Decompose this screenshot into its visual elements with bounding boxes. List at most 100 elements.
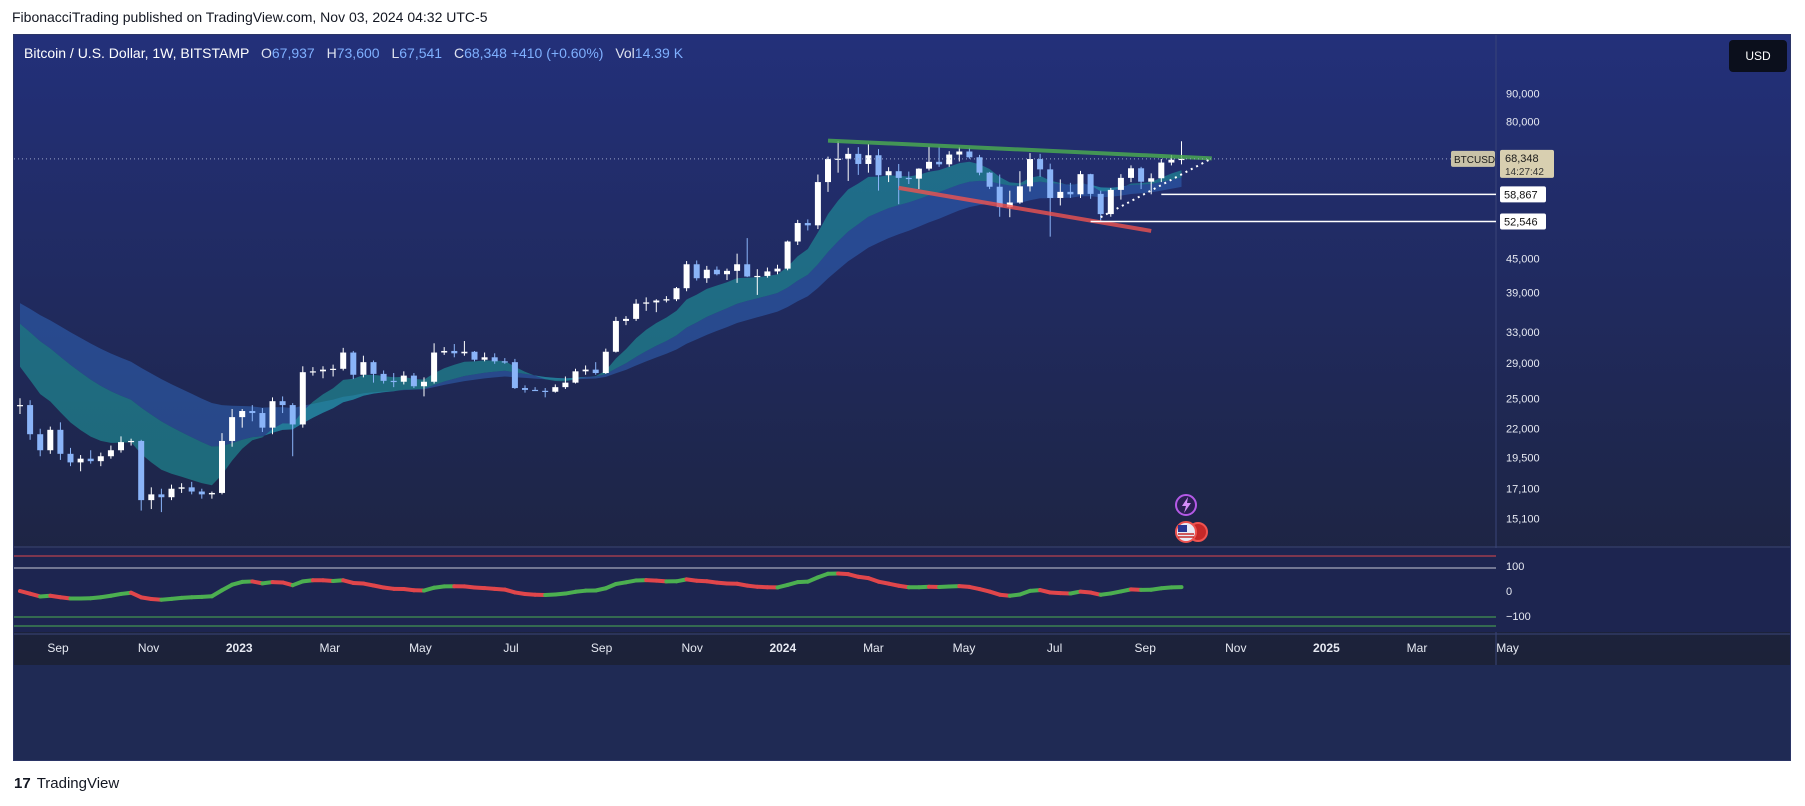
candle [794, 219, 801, 245]
oscillator-tick-label: 100 [1506, 561, 1524, 573]
candle-body [633, 303, 640, 319]
time-tick-label: May [1496, 641, 1519, 655]
price-axis[interactable]: 90,000 80,000 45,000 39,000 33,000 29,000 25,0… [1506, 88, 1540, 525]
candle-body [1057, 191, 1064, 198]
price-tags: BTCUSD 68,348 14:27:42 58,867 52,546 [1451, 149, 1554, 230]
price-tick-label: 19,500 [1506, 452, 1540, 464]
candle-body [148, 494, 155, 501]
price-tag-value: 68,348 [1505, 153, 1539, 165]
oscillator-pane[interactable]: 100 0 −100 [14, 548, 1790, 632]
candle-body [653, 300, 660, 303]
candle [956, 147, 963, 162]
candle [875, 149, 882, 191]
candle [451, 344, 458, 358]
candle-body [1087, 174, 1094, 194]
symbol-legend[interactable]: Bitcoin / U.S. Dollar, 1W, BITSTAMP O67,… [24, 45, 683, 61]
candle [168, 484, 175, 501]
candle [198, 488, 205, 499]
candle-body [713, 269, 720, 275]
lightning-icon[interactable] [1175, 494, 1197, 516]
candle-body [885, 171, 892, 176]
time-tick-label: 2023 [226, 641, 253, 655]
chart-canvas[interactable]: 90,000 80,000 45,000 39,000 33,000 29,000 25,0… [14, 35, 1790, 760]
candle [208, 491, 215, 499]
candle-body [1138, 168, 1145, 182]
candle-body [178, 487, 185, 489]
candle [47, 426, 54, 454]
price-tick-label: 39,000 [1506, 287, 1540, 299]
candle-body [1117, 177, 1124, 190]
candle [481, 352, 488, 362]
candle [532, 387, 539, 392]
candle [754, 269, 761, 295]
candle [612, 316, 619, 353]
level-tag-label: 52,546 [1504, 216, 1538, 228]
candle-body [734, 264, 741, 271]
candle-body [158, 494, 165, 498]
candle-body [602, 351, 609, 374]
time-tick-label: Mar [319, 641, 340, 655]
candle-body [67, 453, 74, 463]
volume-value: 14.39 K [634, 45, 684, 61]
candle [138, 439, 145, 511]
candle-body [168, 488, 175, 498]
candle [330, 364, 337, 377]
open-label: O [261, 45, 272, 61]
oscillator-tick-label: −100 [1506, 611, 1531, 623]
candle-body [77, 458, 84, 463]
symbol-title: Bitcoin / U.S. Dollar, 1W, BITSTAMP [24, 45, 250, 61]
candle [1117, 174, 1124, 200]
candle-body [1037, 159, 1044, 170]
candle [259, 408, 266, 433]
time-axis[interactable]: Sep Nov 2023 Mar May Jul Sep Nov 2024 Mar May Jul Se… [47, 641, 1519, 655]
price-tick-label: 80,000 [1506, 116, 1540, 128]
candle [845, 147, 852, 181]
candle-body [219, 440, 225, 493]
tradingview-logo-text[interactable]: TradingView [36, 775, 120, 792]
candle-body [107, 450, 114, 457]
price-tag-box [1500, 149, 1554, 178]
candle [340, 347, 347, 371]
candle [814, 174, 821, 230]
candle [511, 358, 518, 389]
candle-body [239, 411, 246, 418]
candle-body [269, 401, 276, 428]
candle-body [390, 380, 397, 383]
candle [1077, 170, 1084, 198]
candle-body [1178, 158, 1185, 161]
candle [784, 240, 791, 271]
candle-body [825, 159, 831, 183]
currency-button[interactable]: USD [1729, 40, 1787, 72]
time-tick-label: Jul [1047, 641, 1062, 655]
candle [582, 365, 589, 375]
candle-body [451, 350, 458, 354]
oscillator-background [14, 548, 1790, 632]
us-flag-icon[interactable] [1175, 521, 1208, 543]
candle [1148, 173, 1155, 195]
candle-body [754, 275, 761, 278]
candle-body [946, 154, 953, 165]
candle-body [905, 177, 912, 180]
candle-body [229, 417, 236, 441]
candle [552, 384, 559, 393]
candle-body [724, 270, 730, 275]
candle-body [410, 375, 417, 387]
time-tick-label: Mar [863, 641, 884, 655]
candle [885, 167, 892, 183]
close-value: 68,348 [464, 45, 507, 61]
price-tick-label: 45,000 [1506, 253, 1540, 265]
candle [461, 341, 468, 356]
candle-body [188, 487, 195, 492]
candle-body [1027, 159, 1033, 187]
trendline-drawings[interactable] [14, 138, 1496, 233]
candlestick-series[interactable] [17, 141, 1185, 513]
candle-body [572, 371, 579, 383]
candle-body [431, 352, 438, 382]
oscillator-tick-label: 0 [1506, 586, 1512, 598]
event-icons[interactable] [1175, 494, 1208, 543]
time-tick-label: Jul [503, 641, 518, 655]
tradingview-logo-icon[interactable]: 17 [14, 775, 31, 792]
candle-body [360, 362, 367, 375]
chart-frame[interactable]: 90,000 80,000 45,000 39,000 33,000 29,000 25,0… [13, 34, 1791, 761]
candle-body [552, 387, 559, 392]
